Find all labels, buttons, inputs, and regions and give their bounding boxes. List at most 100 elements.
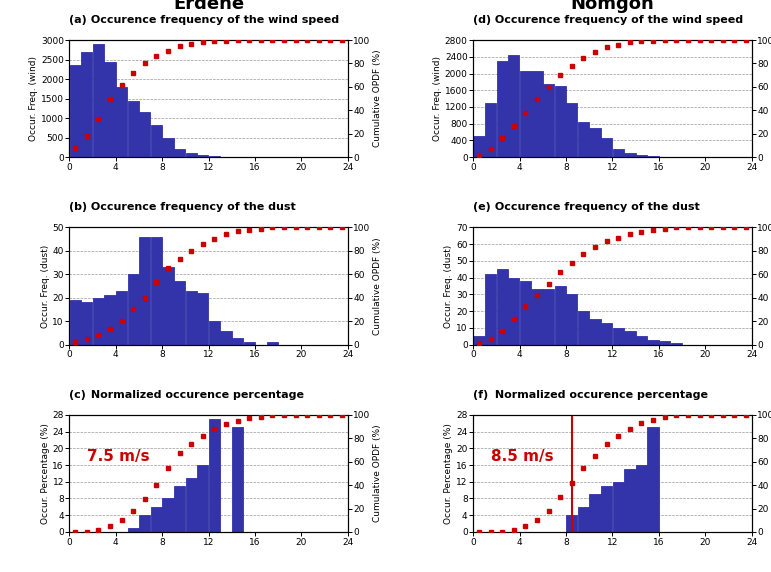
Bar: [648, 427, 658, 532]
Bar: [613, 149, 624, 157]
Bar: [497, 269, 508, 344]
Bar: [174, 281, 185, 344]
Bar: [163, 267, 173, 344]
Bar: [636, 336, 647, 344]
Bar: [104, 62, 116, 157]
Y-axis label: Occur. Freq. (wind): Occur. Freq. (wind): [433, 56, 442, 141]
Bar: [232, 337, 244, 344]
Bar: [163, 498, 173, 532]
Bar: [508, 55, 520, 157]
Text: (f): (f): [473, 390, 489, 400]
Bar: [497, 61, 508, 157]
Bar: [659, 341, 670, 344]
Bar: [566, 103, 577, 157]
Text: (a): (a): [69, 15, 87, 25]
Bar: [209, 419, 220, 532]
Bar: [93, 297, 104, 344]
Bar: [636, 155, 647, 157]
Bar: [197, 293, 208, 344]
Bar: [197, 465, 208, 532]
Bar: [554, 86, 566, 157]
Bar: [590, 128, 601, 157]
Bar: [81, 303, 93, 344]
Bar: [543, 289, 554, 344]
Bar: [625, 153, 635, 157]
Bar: [577, 311, 589, 344]
Bar: [174, 486, 185, 532]
Title: Nomgon: Nomgon: [571, 0, 655, 14]
Y-axis label: Cumulative OPDF (%): Cumulative OPDF (%): [373, 50, 382, 148]
Y-axis label: Occur. Percentage (%): Occur. Percentage (%): [41, 423, 49, 524]
Bar: [151, 507, 162, 532]
Bar: [485, 275, 497, 344]
Bar: [127, 275, 139, 344]
Bar: [197, 155, 208, 157]
Bar: [590, 320, 601, 344]
Bar: [104, 295, 116, 344]
Bar: [485, 103, 497, 157]
Bar: [186, 153, 197, 157]
Bar: [473, 336, 485, 344]
Bar: [140, 112, 150, 157]
Bar: [93, 44, 104, 157]
Bar: [577, 122, 589, 157]
Bar: [81, 51, 93, 157]
Text: (c): (c): [69, 390, 86, 400]
Text: Occurence frequency of the dust: Occurence frequency of the dust: [87, 202, 296, 212]
Bar: [232, 427, 244, 532]
Bar: [209, 156, 220, 157]
Text: Occurence frequency of the dust: Occurence frequency of the dust: [491, 202, 700, 212]
Bar: [671, 343, 682, 344]
Bar: [520, 72, 531, 157]
Y-axis label: Occur. Freq. (wind): Occur. Freq. (wind): [29, 56, 38, 141]
Bar: [566, 515, 577, 532]
Text: (d): (d): [473, 15, 491, 25]
Bar: [601, 323, 612, 344]
Bar: [613, 482, 624, 532]
Bar: [508, 277, 520, 344]
Y-axis label: Cumulative OPDF (%): Cumulative OPDF (%): [373, 424, 382, 522]
Bar: [473, 136, 485, 157]
Bar: [625, 331, 635, 344]
Bar: [209, 321, 220, 344]
Bar: [174, 149, 185, 157]
Bar: [577, 507, 589, 532]
Bar: [186, 291, 197, 344]
Bar: [140, 237, 150, 344]
Y-axis label: Occur. Freq. (dust): Occur. Freq. (dust): [444, 244, 453, 328]
Bar: [221, 331, 231, 344]
Text: 8.5 m/s: 8.5 m/s: [490, 449, 554, 464]
Bar: [116, 291, 127, 344]
Bar: [648, 340, 658, 344]
Text: Occurence frequency of the wind speed: Occurence frequency of the wind speed: [491, 15, 743, 25]
Bar: [140, 515, 150, 532]
Bar: [566, 295, 577, 344]
Title: Erdene: Erdene: [173, 0, 244, 14]
Bar: [601, 138, 612, 157]
Bar: [69, 65, 81, 157]
Text: Normalized occurence percentage: Normalized occurence percentage: [87, 390, 305, 400]
Y-axis label: Occur. Freq. (dust): Occur. Freq. (dust): [41, 244, 49, 328]
Bar: [151, 237, 162, 344]
Bar: [520, 281, 531, 344]
Bar: [69, 300, 81, 344]
Text: Occurence frequency of the wind speed: Occurence frequency of the wind speed: [87, 15, 339, 25]
Bar: [127, 101, 139, 157]
Y-axis label: Occur. Percentage (%): Occur. Percentage (%): [444, 423, 453, 524]
Y-axis label: Cumulative OPDF (%): Cumulative OPDF (%): [373, 237, 382, 335]
Text: (b): (b): [69, 202, 88, 212]
Bar: [648, 156, 658, 157]
Bar: [601, 486, 612, 532]
Bar: [151, 125, 162, 157]
Bar: [127, 528, 139, 532]
Bar: [625, 469, 635, 532]
Bar: [531, 72, 543, 157]
Text: 7.5 m/s: 7.5 m/s: [87, 449, 150, 464]
Bar: [186, 478, 197, 532]
Text: (e): (e): [473, 202, 491, 212]
Bar: [554, 286, 566, 344]
Bar: [163, 138, 173, 157]
Bar: [613, 328, 624, 344]
Bar: [636, 465, 647, 532]
Bar: [531, 289, 543, 344]
